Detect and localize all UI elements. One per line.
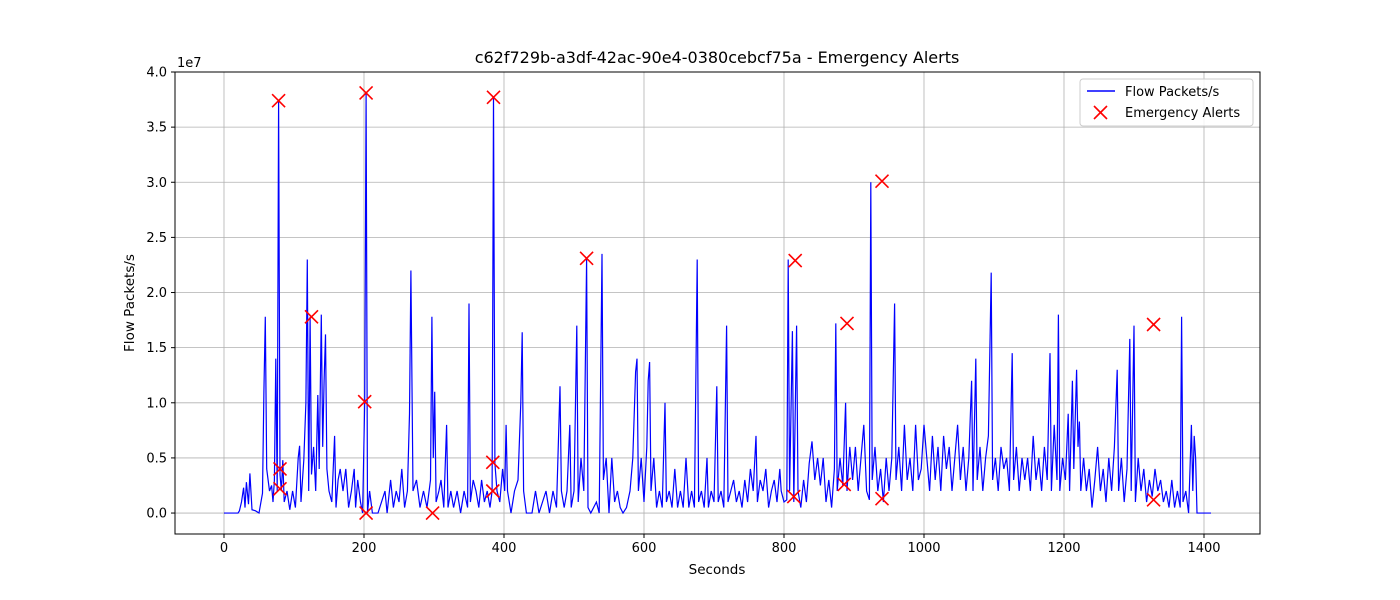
y-tick-label: 2.0 — [146, 286, 167, 301]
y-tick-label: 1.0 — [146, 396, 167, 411]
series-line-flow-packets — [224, 94, 1211, 515]
x-tick-label: 1000 — [907, 541, 940, 556]
legend-x-marker — [1093, 105, 1108, 120]
plot-frame — [174, 71, 1261, 535]
y-tick-label: 4.0 — [146, 66, 167, 81]
x-tick-label: 1200 — [1047, 541, 1080, 556]
y-tick-label: 1.5 — [146, 341, 167, 356]
ticks: 0 200 400 600 800 1000 1200 1400 0.0 0.5 1.0 1.5 2.0… — [146, 66, 1220, 557]
y-tick-label: 3.0 — [146, 176, 167, 191]
alert-marker — [839, 316, 855, 331]
alert-marker — [271, 93, 286, 108]
alert-marker — [874, 491, 890, 506]
alert-marker — [272, 481, 288, 496]
alert-marker — [579, 251, 594, 266]
legend-label-flow: Flow Packets/s — [1125, 85, 1219, 100]
alert-marker — [272, 461, 288, 477]
series-layer — [224, 85, 1211, 521]
alert-marker — [486, 90, 501, 105]
alert-marker — [788, 253, 803, 268]
y-offset-label: 1e7 — [177, 56, 202, 71]
alert-marker — [874, 174, 890, 189]
legend-box — [1079, 78, 1254, 127]
x-tick-label: 200 — [352, 541, 377, 556]
alert-marker — [425, 505, 440, 521]
legend-label-alerts: Emergency Alerts — [1125, 106, 1240, 121]
alert-marker — [359, 85, 374, 101]
x-tick-label: 600 — [632, 541, 657, 556]
y-tick-label: 3.5 — [146, 121, 167, 136]
x-axis-label: Seconds — [689, 562, 746, 578]
y-tick-label: 0.5 — [146, 451, 167, 466]
chart-title: c62f729b-a3df-42ac-90e4-0380cebcf75a - E… — [475, 48, 960, 67]
alert-marker — [485, 483, 500, 499]
alert-marker — [485, 455, 500, 470]
legend: Flow Packets/s Emergency Alerts — [1079, 78, 1254, 127]
x-tick-label: 400 — [492, 541, 517, 556]
alert-marker — [1146, 317, 1161, 332]
alert-marker — [1146, 492, 1161, 507]
y-axis-label: Flow Packets/s — [122, 254, 138, 352]
alert-marker — [359, 505, 374, 521]
x-tick-label: 0 — [220, 541, 228, 556]
y-tick-label: 0.0 — [146, 507, 167, 522]
x-tick-label: 1400 — [1187, 541, 1220, 556]
y-tick-label: 2.5 — [146, 231, 167, 246]
x-tick-label: 800 — [772, 541, 797, 556]
alert-marker — [304, 309, 319, 324]
alert-marker — [837, 477, 852, 492]
alert-marker — [786, 489, 801, 504]
alert-marker — [357, 394, 372, 409]
